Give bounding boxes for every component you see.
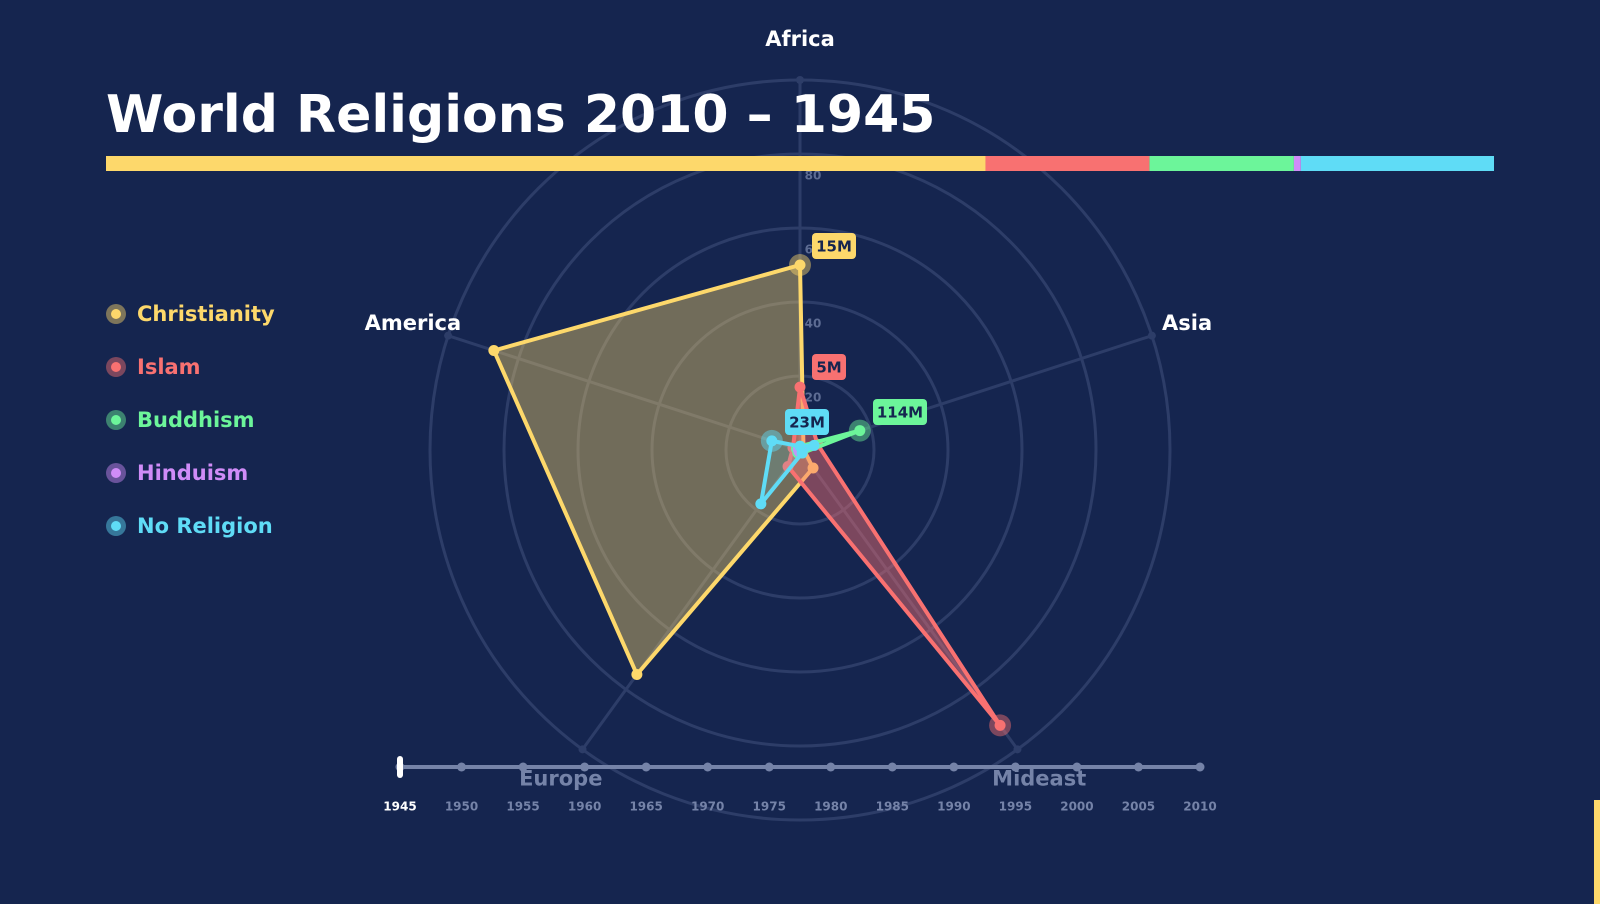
legend-dot <box>111 362 121 372</box>
chart-title: World Religions 2010 – 1945 <box>106 85 936 145</box>
timeline-tick <box>641 762 651 772</box>
timeline-label[interactable]: 1955 <box>506 800 539 814</box>
share-segment <box>1149 156 1294 171</box>
timeline-label[interactable]: 1970 <box>691 800 724 814</box>
series-point <box>755 498 767 510</box>
timeline-tick <box>826 762 836 772</box>
timeline-handle[interactable] <box>397 756 403 778</box>
axis-label: Mideast <box>992 766 1086 790</box>
legend-label: Christianity <box>137 302 275 326</box>
timeline-label[interactable]: 1945 <box>383 800 416 814</box>
legend-label: No Religion <box>137 514 273 538</box>
axis-label: Europe <box>519 766 602 790</box>
legend-label: Buddhism <box>137 408 255 432</box>
series-point <box>794 381 806 393</box>
timeline-tick <box>1072 762 1082 772</box>
timeline-tick <box>887 762 897 772</box>
timeline-label[interactable]: 2000 <box>1060 800 1093 814</box>
series-point <box>807 462 819 474</box>
share-segment <box>985 156 1150 171</box>
axis-spoke <box>447 334 801 452</box>
timeline-tick <box>1010 762 1020 772</box>
r-tick-label: 80 <box>805 169 822 183</box>
side-tab <box>1594 800 1600 904</box>
callout-box <box>812 233 856 259</box>
timeline-tick <box>949 762 959 772</box>
legend-dot <box>111 468 121 478</box>
timeline-label[interactable]: 1980 <box>814 800 847 814</box>
axis-end <box>1013 745 1022 754</box>
series-point <box>796 447 808 459</box>
legend-dot <box>111 521 121 531</box>
series-point <box>766 435 778 447</box>
legend-dot <box>111 309 121 319</box>
timeline-tick <box>764 762 774 772</box>
callout-label: 15M <box>816 238 852 256</box>
axis-end <box>444 331 453 340</box>
timeline-label[interactable]: 1985 <box>876 800 909 814</box>
series-point <box>488 345 500 357</box>
share-segment <box>106 156 986 171</box>
timeline-tick <box>457 762 467 772</box>
timeline-tick <box>703 762 713 772</box>
share-segment <box>1300 156 1494 171</box>
series-point <box>854 425 866 437</box>
callout-box <box>873 399 927 425</box>
timeline-tick <box>1195 762 1205 772</box>
legend-dot <box>111 415 121 425</box>
axis-end <box>1147 331 1156 340</box>
legend-label: Hinduism <box>137 461 248 485</box>
timeline-label[interactable]: 1965 <box>629 800 662 814</box>
timeline-label[interactable]: 2005 <box>1122 800 1155 814</box>
callout-box <box>812 354 846 380</box>
legend-label: Islam <box>137 355 201 379</box>
axis-end <box>578 745 587 754</box>
series-point <box>808 439 820 451</box>
timeline-label[interactable]: 1990 <box>937 800 970 814</box>
callout-box <box>785 409 829 435</box>
timeline-label[interactable]: 2010 <box>1183 800 1216 814</box>
timeline-label[interactable]: 1950 <box>445 800 478 814</box>
series-point <box>794 259 806 271</box>
r-tick-label: 20 <box>805 391 822 405</box>
share-segment <box>1293 156 1301 171</box>
r-tick-label: 40 <box>805 317 822 331</box>
axis-label: America <box>365 311 462 335</box>
timeline-label[interactable]: 1960 <box>568 800 601 814</box>
axis-end <box>796 76 804 84</box>
axis-label: Asia <box>1162 311 1212 335</box>
series-point <box>994 719 1006 731</box>
series-area <box>786 385 1003 728</box>
axis-label: Africa <box>765 27 835 51</box>
callout-label: 5M <box>816 359 841 377</box>
timeline-label[interactable]: 1995 <box>999 800 1032 814</box>
series-point <box>631 669 643 681</box>
callout-label: 114M <box>877 404 923 422</box>
timeline-tick <box>580 762 590 772</box>
timeline-tick <box>518 762 528 772</box>
timeline-tick <box>1133 762 1143 772</box>
timeline-label[interactable]: 1975 <box>753 800 786 814</box>
callout-label: 23M <box>789 414 825 432</box>
